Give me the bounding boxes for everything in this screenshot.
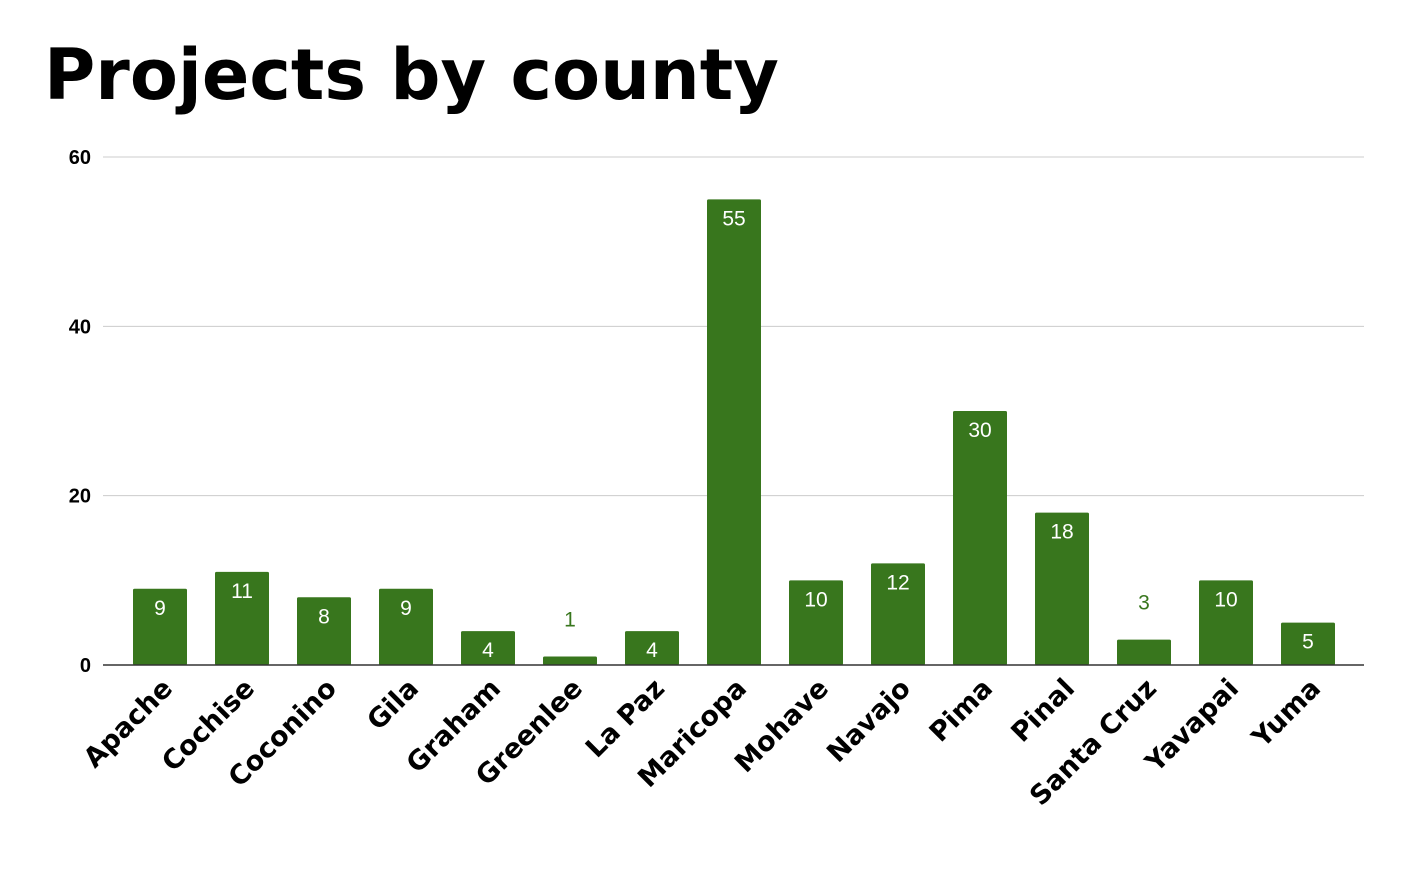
data-label: 4 xyxy=(646,639,658,662)
data-label: 8 xyxy=(318,605,330,628)
bar xyxy=(215,571,269,665)
y-tick-label: 40 xyxy=(69,316,91,338)
y-tick-label: 0 xyxy=(80,655,91,677)
data-label: 30 xyxy=(968,419,991,442)
data-label: 3 xyxy=(1138,592,1150,615)
x-tick-label: Gila xyxy=(361,673,425,737)
data-label: 11 xyxy=(231,580,253,603)
bar xyxy=(1035,512,1089,665)
data-label: 5 xyxy=(1302,631,1314,654)
bar xyxy=(379,588,433,665)
y-axis-ticks: 0 20 40 60 xyxy=(69,147,91,677)
data-label: 9 xyxy=(400,597,412,620)
x-tick-label: Pima xyxy=(924,673,999,748)
chart-title: Projects by county xyxy=(44,34,779,116)
bar xyxy=(1117,639,1171,665)
data-label: 12 xyxy=(886,571,909,594)
x-tick-label: Navajo xyxy=(821,673,917,769)
data-label: 9 xyxy=(154,597,166,620)
data-label: 55 xyxy=(722,207,745,230)
x-tick-label: Yuma xyxy=(1246,673,1327,754)
bar xyxy=(1281,622,1335,665)
data-label: 10 xyxy=(804,588,827,611)
data-labels: 9 11 8 9 4 1 4 55 10 12 30 18 3 10 5 xyxy=(154,207,1314,662)
bar xyxy=(297,597,351,665)
bar xyxy=(707,199,761,666)
bars xyxy=(133,199,1335,666)
bar xyxy=(1199,580,1253,665)
data-label: 4 xyxy=(482,639,494,662)
y-tick-label: 20 xyxy=(69,486,91,508)
bar xyxy=(953,411,1007,665)
y-tick-label: 60 xyxy=(69,147,91,169)
bar xyxy=(871,563,925,665)
data-label: 1 xyxy=(564,609,576,632)
data-label: 10 xyxy=(1214,588,1237,611)
bar xyxy=(625,631,679,665)
data-label: 18 xyxy=(1050,521,1073,544)
bar xyxy=(461,631,515,665)
x-tick-label: Pinal xyxy=(1005,673,1080,748)
bar xyxy=(133,588,187,665)
bar xyxy=(789,580,843,665)
bar xyxy=(543,656,597,665)
